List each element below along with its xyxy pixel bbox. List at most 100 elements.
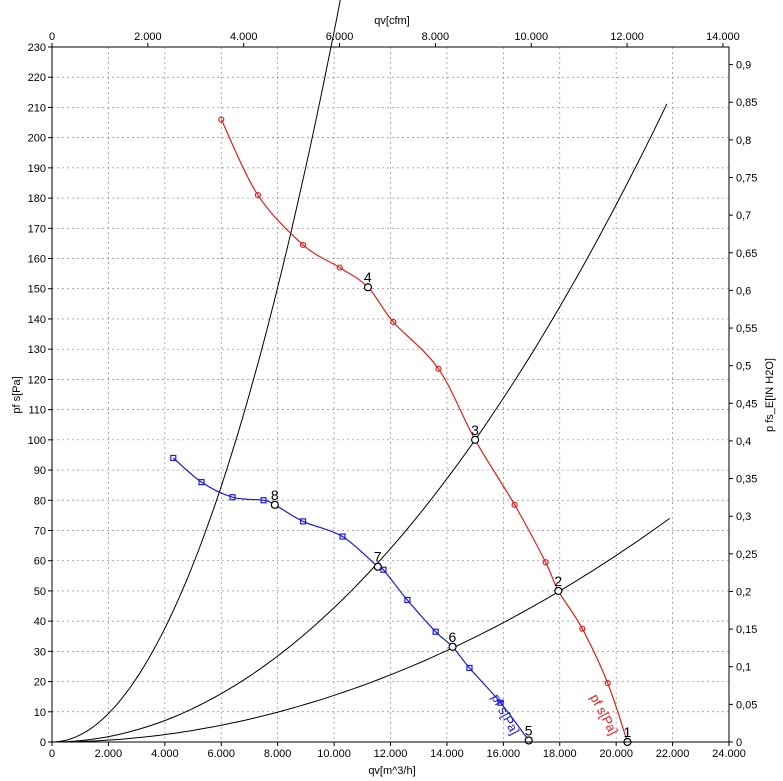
x-bottom-tick-label: 4.000 (151, 748, 179, 760)
y-left-tick-label: 130 (28, 344, 46, 356)
y-right-tick-label: 0,65 (736, 248, 757, 260)
y-right-tick-label: 0,45 (736, 398, 757, 410)
y-right-tick-label: 0,25 (736, 549, 757, 561)
y-right-tick-label: 0,1 (736, 662, 751, 674)
data-point (380, 566, 387, 573)
y-left-tick-label: 190 (28, 163, 46, 175)
y-left-tick-label: 220 (28, 72, 46, 84)
operating-point-marker (363, 283, 373, 292)
series-label: pf s[Pa] (488, 691, 522, 737)
x-top-tick-label: 4.000 (230, 31, 258, 43)
series: pf s[Pa]pf s[Pa] (170, 116, 631, 746)
y-left-tick-label: 50 (34, 586, 46, 598)
data-point (432, 628, 439, 635)
x-bottom-tick-label: 20.000 (599, 748, 633, 760)
x-bottom-tick-label: 0 (49, 748, 55, 760)
y-left-tick-label: 20 (34, 677, 46, 689)
x-top-tick-label: 10.000 (514, 31, 548, 43)
operating-point-label: 6 (449, 629, 457, 645)
y-left-tick-label: 140 (28, 314, 46, 326)
y-left-tick-label: 170 (28, 223, 46, 235)
operating-point-marker (373, 562, 382, 571)
data-point (336, 264, 343, 271)
y-right-tick-label: 0,75 (736, 173, 757, 185)
data-point (198, 479, 205, 486)
data-point (579, 625, 586, 632)
y-right-axis-title: p fs_E[IN H2O] (764, 358, 776, 432)
data-point (339, 533, 346, 540)
x-top-tick-label: 0 (49, 31, 55, 43)
operating-point-marker (471, 435, 480, 444)
data-point (497, 699, 504, 706)
y-left-tick-label: 80 (34, 495, 46, 507)
data-point (254, 191, 262, 199)
y-left-tick-label: 90 (34, 465, 46, 477)
y-left-tick-label: 160 (28, 254, 46, 266)
grid (52, 47, 729, 742)
y-right-tick-label: 0,7 (736, 210, 751, 222)
operating-point-marker (554, 586, 563, 596)
operating-point-label: 2 (554, 573, 562, 589)
y-left-tick-label: 10 (34, 707, 46, 719)
x-bottom-tick-label: 8.000 (264, 748, 292, 760)
data-point (604, 679, 611, 687)
data-point (435, 365, 442, 372)
data-point (511, 501, 518, 508)
operating-point-label: 8 (271, 487, 279, 503)
y-left-tick-label: 100 (28, 435, 46, 447)
y-left-tick-label: 210 (28, 102, 46, 114)
y-right-tick-label: 0,9 (736, 60, 751, 72)
tick-labels: 0 2.000 4.000 6.000 8.000 10.000 12.000 14.000 1… (28, 31, 758, 760)
x-bottom-tick-label: 2.000 (95, 748, 123, 760)
y-right-tick-label: 0,8 (736, 135, 751, 147)
y-right-tick-label: 0 (736, 737, 742, 749)
operating-point-label: 3 (471, 422, 479, 438)
x-bottom-tick-label: 18.000 (543, 748, 577, 760)
y-right-tick-label: 0,85 (736, 97, 757, 109)
operating-point-marker (270, 500, 279, 509)
y-left-tick-label: 230 (28, 42, 46, 54)
operating-point-label: 7 (374, 549, 382, 565)
y-right-tick-label: 0,2 (736, 586, 751, 598)
system-curve (51, 103, 668, 743)
x-top-tick-label: 2.000 (134, 31, 162, 43)
data-point (299, 241, 307, 249)
x-top-tick-label: 12.000 (610, 31, 644, 43)
system-curve (52, 517, 671, 743)
operating-point-label: 1 (623, 724, 631, 740)
x-top-axis-title: qv[cfm] (374, 15, 409, 27)
operating-point-label: 4 (364, 269, 372, 285)
y-left-tick-label: 120 (28, 374, 46, 386)
series-line (172, 457, 530, 741)
operating-points: 1 2 3 4 5 6 7 8 (270, 269, 632, 747)
y-left-tick-label: 150 (28, 284, 46, 296)
y-left-tick-label: 30 (34, 646, 46, 658)
y-right-tick-label: 0,4 (736, 436, 751, 448)
operating-point-marker (448, 642, 457, 651)
y-left-tick-label: 180 (28, 193, 46, 205)
system-curve (51, 0, 341, 743)
series-line (220, 119, 628, 743)
y-right-tick-label: 0,35 (736, 474, 757, 486)
x-bottom-tick-label: 10.000 (317, 748, 351, 760)
data-point (390, 318, 397, 326)
y-left-tick-label: 0 (40, 737, 46, 749)
data-point (299, 518, 307, 525)
x-top-tick-label: 8.000 (422, 31, 450, 43)
y-left-axis-title: pf s[Pa] (11, 376, 23, 413)
y-left-tick-label: 60 (34, 556, 46, 568)
x-bottom-tick-label: 16.000 (487, 748, 521, 760)
x-bottom-tick-label: 24.000 (712, 748, 746, 760)
x-bottom-tick-label: 12.000 (374, 748, 408, 760)
data-point (466, 664, 473, 672)
data-point (542, 559, 549, 566)
data-point (260, 497, 267, 504)
y-right-tick-label: 0,3 (736, 511, 751, 523)
y-left-tick-label: 110 (28, 405, 46, 417)
y-left-tick-label: 200 (28, 133, 46, 145)
y-left-tick-label: 40 (34, 616, 46, 628)
y-right-tick-label: 0,15 (736, 624, 757, 636)
x-bottom-axis-title: qv[m^3/h] (368, 765, 415, 777)
y-right-tick-label: 0,05 (736, 699, 757, 711)
